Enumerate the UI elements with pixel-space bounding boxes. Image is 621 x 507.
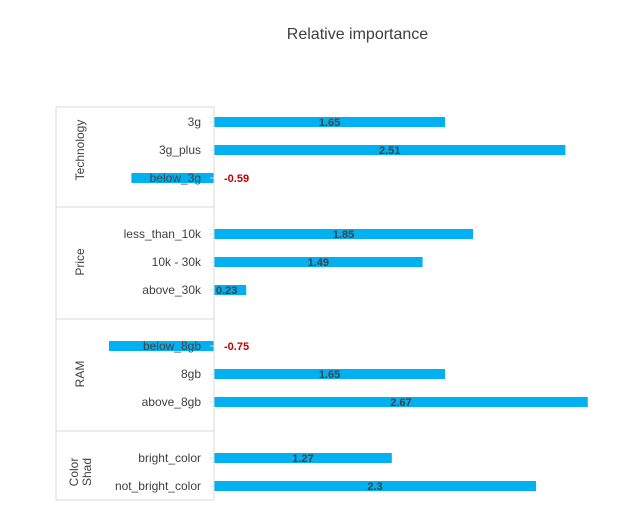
bar — [214, 145, 566, 155]
data-label: 2.3 — [367, 481, 382, 493]
data-label: 1.85 — [333, 229, 354, 241]
category-label: 3g — [188, 115, 201, 129]
bar — [214, 481, 536, 491]
category-label: 10k - 30k — [152, 255, 202, 269]
bar — [214, 369, 445, 379]
data-label: 1.27 — [292, 453, 313, 465]
chart-title: Relative importance — [286, 26, 429, 43]
data-label: 1.49 — [308, 257, 329, 269]
category-label: bright_color — [138, 451, 201, 465]
category-label: 8gb — [181, 367, 201, 381]
category-label: below_3g — [150, 171, 201, 185]
category-label: not_bright_color — [115, 479, 201, 493]
data-label: -0.75 — [224, 341, 249, 353]
bar — [131, 173, 214, 183]
bar — [214, 117, 445, 127]
category-label: above_8gb — [142, 395, 202, 409]
bar — [214, 397, 588, 407]
group-label: ColorShad — [67, 458, 94, 487]
group-label-line: Color — [67, 458, 81, 487]
data-label: -0.59 — [224, 173, 249, 185]
data-label: 1.65 — [319, 369, 340, 381]
group-label: Price — [73, 248, 87, 276]
bar — [214, 285, 247, 295]
group-label: Technology — [73, 120, 87, 181]
bar — [109, 341, 214, 351]
category-label: above_30k — [142, 283, 202, 297]
category-label: 3g_plus — [159, 143, 201, 157]
data-label: 2.51 — [379, 145, 400, 157]
data-label: 0.23 — [216, 285, 237, 297]
data-label: 2.67 — [390, 397, 411, 409]
bar — [214, 229, 473, 239]
bar — [214, 257, 423, 267]
category-label: less_than_10k — [124, 227, 202, 241]
group-label: RAM — [73, 361, 87, 388]
group-label-line: Shad — [80, 458, 94, 486]
data-label: 1.65 — [319, 117, 340, 129]
bar — [214, 453, 392, 463]
category-label: below_8gb — [143, 339, 201, 353]
